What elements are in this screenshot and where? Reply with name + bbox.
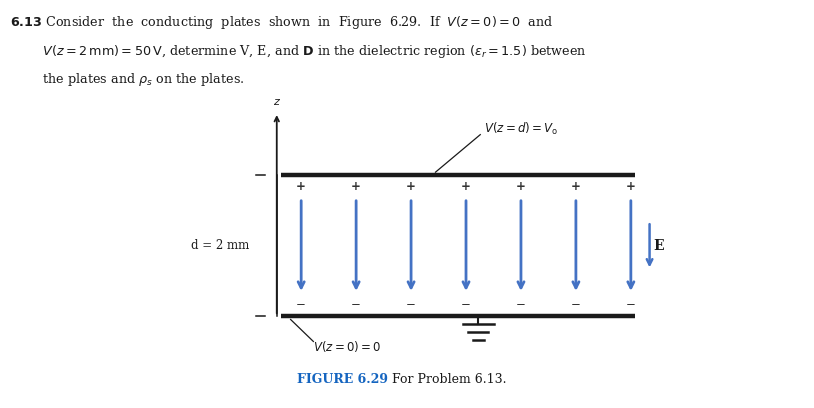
Text: $V(z=0) = 0$: $V(z=0) = 0$ — [313, 339, 382, 354]
Text: the plates and $\rho_s$ on the plates.: the plates and $\rho_s$ on the plates. — [10, 71, 244, 89]
Text: For Problem 6.13.: For Problem 6.13. — [388, 373, 507, 386]
Text: $z$: $z$ — [273, 97, 281, 107]
Text: +: + — [296, 180, 306, 193]
Text: −: − — [461, 298, 471, 311]
Text: −: − — [626, 298, 636, 311]
Text: +: + — [571, 180, 581, 193]
Text: +: + — [516, 180, 526, 193]
Text: $V(z=d) = V_{\mathrm{o}}$: $V(z=d) = V_{\mathrm{o}}$ — [484, 120, 558, 137]
Text: $V(z = 2\,\mathrm{mm}) = 50\,\mathrm{V}$, determine V, E, and $\mathbf{D}$ in th: $V(z = 2\,\mathrm{mm}) = 50\,\mathrm{V}$… — [10, 43, 586, 60]
Text: E: E — [653, 239, 663, 253]
Text: −: − — [571, 298, 581, 311]
Text: +: + — [351, 180, 361, 193]
Text: −: − — [351, 298, 361, 311]
Text: −: − — [516, 298, 526, 311]
Text: $\mathbf{6.13}$ Consider  the  conducting  plates  shown  in  Figure  6.29.  If : $\mathbf{6.13}$ Consider the conducting … — [10, 14, 554, 31]
Text: −: − — [406, 298, 416, 311]
Text: −: − — [296, 298, 306, 311]
Text: +: + — [406, 180, 416, 193]
Text: d = 2 mm: d = 2 mm — [190, 239, 249, 252]
Text: FIGURE 6.29: FIGURE 6.29 — [297, 373, 388, 386]
Text: +: + — [461, 180, 471, 193]
Text: +: + — [626, 180, 636, 193]
